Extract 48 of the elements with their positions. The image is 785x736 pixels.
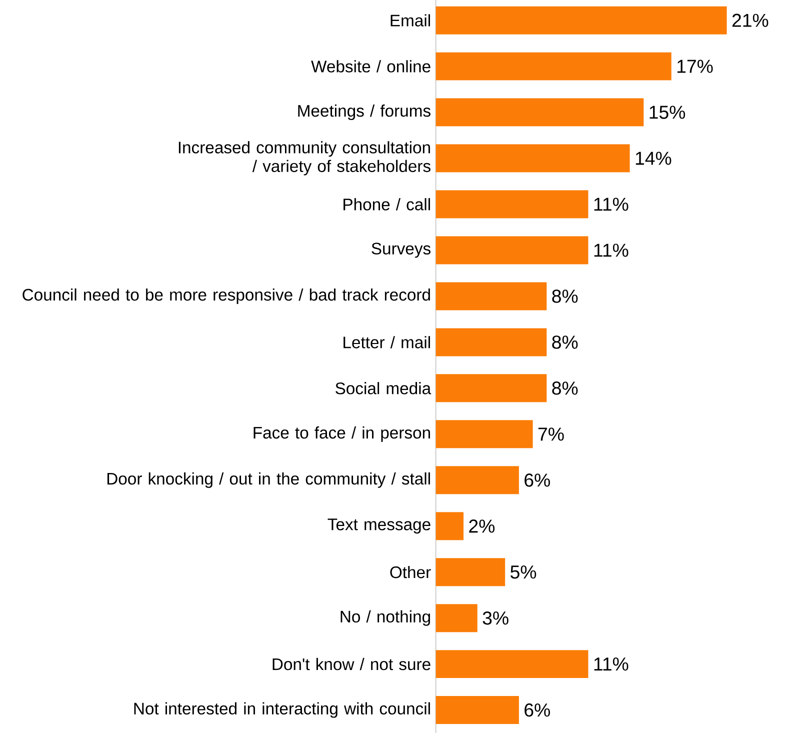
data-label: 11% <box>594 244 628 257</box>
y-tick-label: Door knocking / out in the community / stall <box>107 472 430 488</box>
data-label: 8% <box>552 290 578 303</box>
y-tick-label: Surveys <box>372 242 430 258</box>
y-tick-label: Email <box>390 14 430 27</box>
data-label: 2% <box>469 520 495 533</box>
y-tick-label: Not interested in interacting with council <box>134 702 430 718</box>
y-tick-label: Website / online <box>311 60 430 73</box>
bar <box>436 328 547 356</box>
data-label: 14% <box>636 152 672 165</box>
y-tick-label: Letter / mail <box>344 336 430 348</box>
y-tick-label: Other <box>390 566 431 578</box>
y-tick-label: Social media <box>336 382 432 394</box>
data-label: 11% <box>594 198 628 211</box>
data-label: 7% <box>538 428 564 441</box>
bar <box>436 98 644 126</box>
bar <box>436 604 478 632</box>
data-label: 8% <box>552 336 578 349</box>
y-tick-label: Meetings / forums <box>298 104 430 120</box>
data-label: 6% <box>524 704 550 717</box>
y-tick-label: Increased community consultation / variety of stakeholders <box>178 141 430 176</box>
y-tick-label: Phone / call <box>344 198 430 211</box>
y-tick-label: Don't know / not sure <box>272 658 430 670</box>
data-label: 5% <box>510 566 536 579</box>
bar <box>436 190 588 218</box>
data-label: 15% <box>650 106 686 120</box>
bar <box>436 282 547 310</box>
bar <box>436 6 727 34</box>
data-label: 11% <box>594 658 628 671</box>
bar <box>436 696 519 724</box>
bar <box>436 374 547 402</box>
bar <box>436 420 533 448</box>
bar <box>436 650 588 678</box>
bar <box>436 558 506 586</box>
data-label: 6% <box>524 474 550 487</box>
data-label: 8% <box>552 382 578 395</box>
bar <box>436 512 464 540</box>
y-tick-label: No / nothing <box>340 610 430 626</box>
data-label: 21% <box>732 14 768 28</box>
y-tick-label: Council need to be more responsive / bad track record <box>22 288 430 304</box>
bar <box>436 52 672 80</box>
bar <box>436 236 588 264</box>
y-tick-label: Face to face / in person <box>254 426 430 442</box>
data-label: 17% <box>678 60 713 73</box>
bar <box>436 144 630 172</box>
y-tick-label: Text message <box>328 518 430 534</box>
data-label: 3% <box>482 612 508 625</box>
bar <box>436 466 519 494</box>
